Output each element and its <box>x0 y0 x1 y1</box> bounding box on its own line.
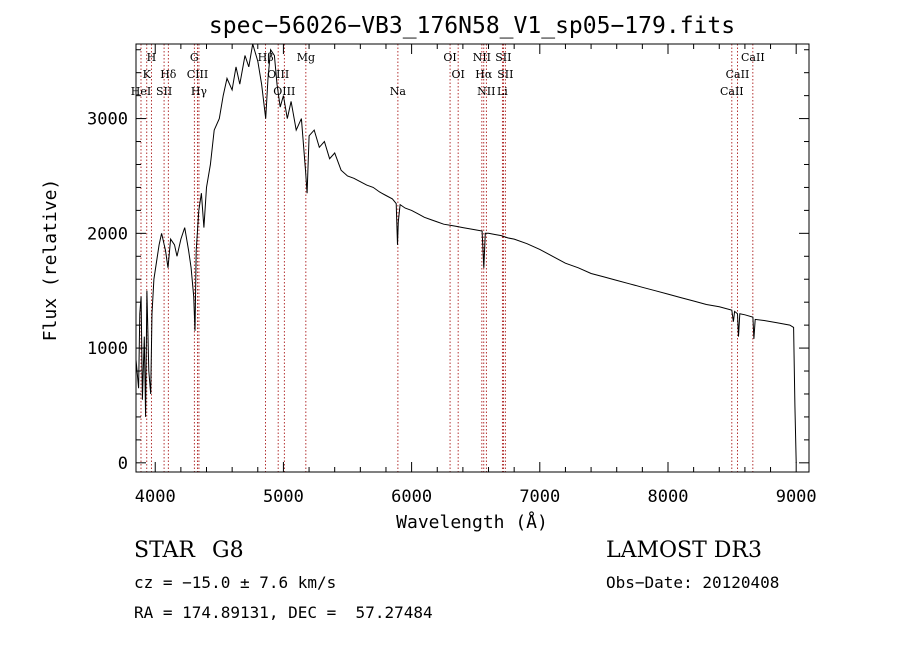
y-tick-label: 0 <box>118 454 128 474</box>
line-label: CaII <box>741 51 765 64</box>
y-tick-label: 3000 <box>87 110 128 130</box>
y-tick-label: 2000 <box>87 224 128 244</box>
line-label: Hγ <box>191 85 208 98</box>
axis-ticks: 4000 5000 6000 7000 8000 9000 0 1000 2000 3000 <box>87 44 817 507</box>
line-label: H <box>147 51 157 64</box>
object-type: STAR <box>134 538 195 563</box>
spectral-line-markers <box>140 44 754 472</box>
line-label: G <box>190 51 199 64</box>
x-tick-label: 7000 <box>519 487 560 507</box>
line-label: K <box>143 68 152 81</box>
line-label: CIII <box>187 68 208 81</box>
y-axis-label: Flux (relative) <box>40 179 61 342</box>
line-label: OI <box>451 68 464 81</box>
line-label: Hδ <box>160 68 177 81</box>
line-label: CaII <box>720 85 744 98</box>
line-label: Mg <box>297 51 315 64</box>
line-label: Na <box>390 85 407 98</box>
redshift-readout: cz = −15.0 ± 7.6 km/s <box>134 573 337 592</box>
line-label: Hα <box>475 68 493 81</box>
line-label: SII <box>156 85 172 98</box>
coordinates: RA = 174.89131, DEC = 57.27484 <box>134 603 433 622</box>
line-label: SII <box>497 68 513 81</box>
x-tick-label: 6000 <box>391 487 432 507</box>
survey-name: LAMOST DR3 <box>606 538 762 563</box>
plot-frame <box>135 43 810 473</box>
x-tick-label: 4000 <box>135 487 176 507</box>
y-tick-label: 1000 <box>87 339 128 359</box>
line-label: NII <box>477 85 495 98</box>
object-subclass: G8 <box>212 538 244 563</box>
x-tick-label: 5000 <box>263 487 304 507</box>
line-label: SII <box>495 51 511 64</box>
x-tick-label: 8000 <box>648 487 689 507</box>
line-label: OIII <box>267 68 289 81</box>
line-label: OIII <box>273 85 295 98</box>
line-label: CaII <box>726 68 750 81</box>
line-label: OI <box>443 51 456 64</box>
spectrum-line <box>135 43 797 463</box>
obs-date: Obs−Date: 20120408 <box>606 573 780 592</box>
x-tick-label: 9000 <box>776 487 817 507</box>
chart-title: spec−56026−VB3_176N58_V1_sp05−179.fits <box>209 13 735 39</box>
line-label: Li <box>497 85 508 98</box>
x-axis-label: Wavelength (Å) <box>396 511 548 533</box>
line-label: NII <box>473 51 491 64</box>
line-label: Hβ <box>258 51 274 64</box>
